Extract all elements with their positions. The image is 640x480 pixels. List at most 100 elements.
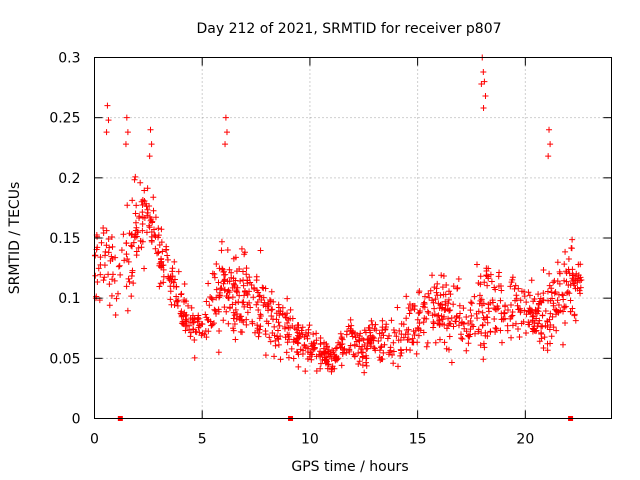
data-point: [438, 272, 445, 279]
data-point: [97, 254, 104, 261]
data-point: [569, 236, 576, 243]
data-point: [355, 350, 362, 357]
data-point: [185, 302, 192, 309]
data-point: [536, 338, 543, 345]
data-point: [397, 352, 404, 359]
data-point: [509, 274, 516, 281]
data-point: [171, 276, 178, 283]
data-point: [152, 232, 159, 239]
data-point: [195, 324, 202, 331]
data-point: [232, 299, 239, 306]
data-point: [421, 293, 428, 300]
data-point: [157, 256, 164, 263]
data-point: [467, 317, 474, 324]
data-point: [456, 314, 463, 321]
data-point: [305, 326, 312, 333]
data-point: [465, 332, 472, 339]
data-point: [150, 194, 157, 201]
data-point: [356, 358, 363, 365]
data-point: [463, 347, 470, 354]
data-point: [124, 256, 131, 263]
data-point: [215, 279, 222, 286]
data-point: [504, 306, 511, 313]
data-point: [122, 141, 129, 148]
data-point: [259, 284, 266, 291]
data-point: [148, 216, 155, 223]
x-tick-labels: 0 5 10 15 20: [90, 432, 534, 448]
data-point: [455, 322, 462, 329]
data-point: [459, 336, 466, 343]
data-point: [472, 330, 479, 337]
data-point: [178, 290, 185, 297]
grid-lines: [94, 57, 612, 419]
data-point: [337, 330, 344, 337]
data-point: [477, 273, 484, 280]
data-point: [243, 321, 250, 328]
data-point: [308, 356, 315, 363]
data-point: [394, 363, 401, 370]
data-point: [244, 301, 251, 308]
data-point: [167, 288, 174, 295]
data-point: [534, 307, 541, 314]
y-tick-label: 0.3: [58, 51, 80, 67]
data-point: [550, 324, 557, 331]
data-point: [351, 330, 358, 337]
y-tick-label: 0: [72, 412, 81, 428]
data-point: [555, 291, 562, 298]
data-point: [304, 335, 311, 342]
data-point: [255, 307, 262, 314]
data-point: [351, 341, 358, 348]
data-point: [108, 292, 115, 299]
data-point: [544, 317, 551, 324]
data-point: [238, 245, 245, 252]
data-point: [549, 313, 556, 320]
data-point: [275, 304, 282, 311]
data-point: [282, 334, 289, 341]
data-point: [262, 285, 269, 292]
data-point: [195, 315, 202, 322]
data-point: [571, 282, 578, 289]
data-point: [569, 277, 576, 284]
data-point: [105, 271, 112, 278]
data-point: [435, 300, 442, 307]
data-point: [225, 320, 232, 327]
data-point: [118, 247, 125, 254]
data-point: [424, 308, 431, 315]
data-point: [562, 320, 569, 327]
data-point: [219, 265, 226, 272]
data-point: [379, 356, 386, 363]
data-point: [341, 345, 348, 352]
data-point: [547, 297, 554, 304]
data-point: [167, 296, 174, 303]
data-point: [430, 299, 437, 306]
data-point: [208, 295, 215, 302]
data-point: [514, 302, 521, 309]
data-point: [435, 312, 442, 319]
data-point: [495, 273, 502, 280]
data-point: [444, 305, 451, 312]
data-point: [297, 346, 304, 353]
data-point: [520, 318, 527, 325]
data-point: [332, 345, 339, 352]
data-point: [277, 308, 284, 315]
data-point: [454, 285, 461, 292]
data-point: [416, 309, 423, 316]
data-point: [174, 302, 181, 309]
data-point: [458, 331, 465, 338]
data-point: [508, 334, 515, 341]
data-point: [141, 187, 148, 194]
data-point: [567, 297, 574, 304]
data-point: [262, 352, 269, 359]
data-point: [318, 351, 325, 358]
data-point: [421, 304, 428, 311]
data-point: [210, 320, 217, 327]
data-point: [487, 300, 494, 307]
data-point: [158, 226, 165, 233]
data-point: [94, 279, 101, 286]
data-point: [301, 341, 308, 348]
data-point: [430, 320, 437, 327]
data-point: [275, 336, 282, 343]
data-point: [491, 284, 498, 291]
x-tick-label: 5: [198, 432, 207, 448]
data-point: [123, 251, 130, 258]
